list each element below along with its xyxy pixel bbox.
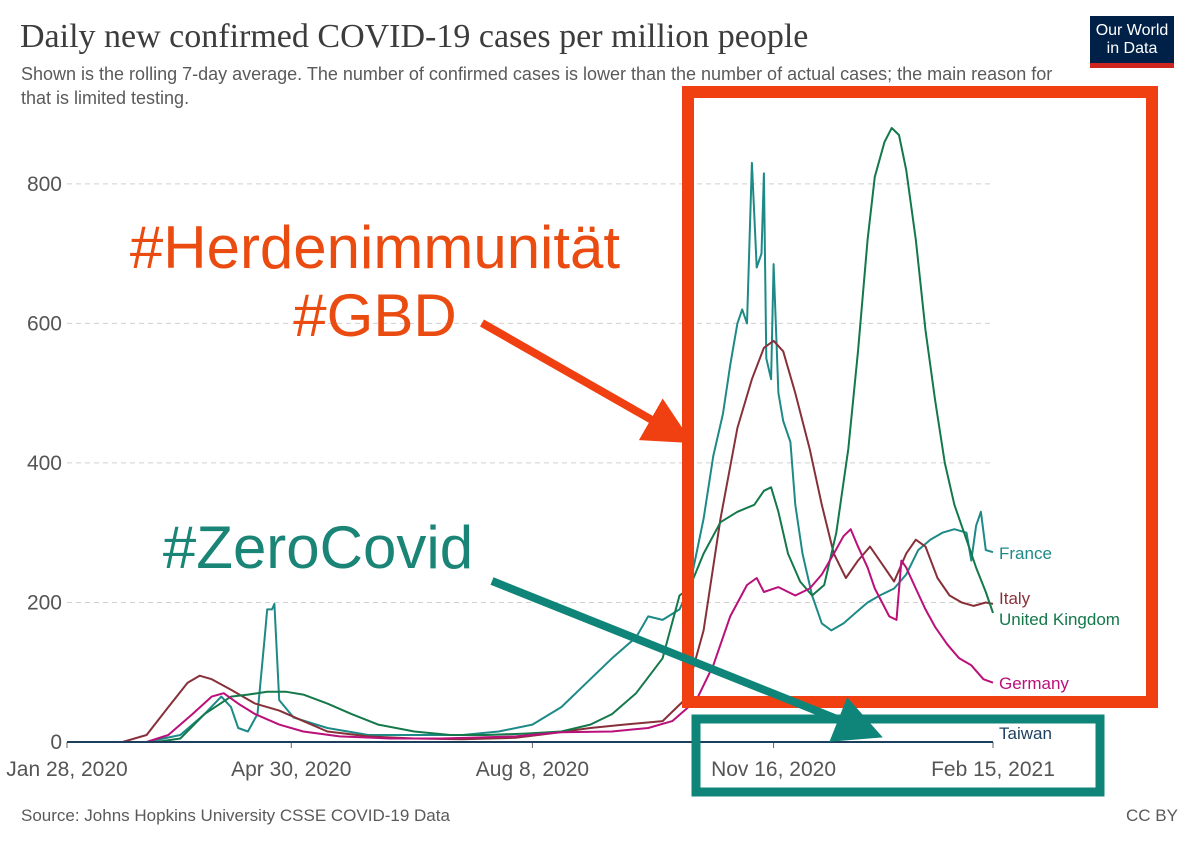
y-tick-label: 400 <box>27 452 62 475</box>
series-line-france[interactable] <box>67 161 994 743</box>
series-label-united-kingdom[interactable]: United Kingdom <box>999 610 1120 629</box>
chart-subtitle: Shown is the rolling 7-day average. The … <box>21 64 1053 108</box>
logo-line-2: in Data <box>1106 40 1158 57</box>
x-tick-label: Jan 28, 2020 <box>6 758 127 781</box>
herd-immunity-hashtag: #Herdenimmunität <box>130 214 621 281</box>
zerocovid-hashtag: #ZeroCovid <box>163 514 473 581</box>
license-note[interactable]: CC BY <box>1126 806 1178 825</box>
logo-line-1: Our World <box>1095 22 1169 39</box>
herd-immunity-highlight-box <box>682 86 1158 708</box>
zerocovid-highlight-box <box>691 714 1105 797</box>
series-label-italy[interactable]: Italy <box>999 589 1031 608</box>
series-line-italy[interactable] <box>67 339 994 743</box>
series-line-germany[interactable] <box>67 528 994 743</box>
y-tick-label: 600 <box>27 312 62 335</box>
y-tick-label: 200 <box>27 591 62 614</box>
gbd-hashtag: #GBD <box>293 282 456 349</box>
series-label-germany[interactable]: Germany <box>999 674 1069 693</box>
logo-accent-bar <box>1090 63 1174 68</box>
herd-immunity-arrow <box>480 319 693 444</box>
owid-logo[interactable]: Our World in Data <box>1090 16 1174 68</box>
x-tick-label: Feb 15, 2021 <box>931 758 1055 781</box>
x-tick-label: Apr 30, 2020 <box>231 758 351 781</box>
y-tick-label: 0 <box>50 731 62 754</box>
series-line-united-kingdom[interactable] <box>67 127 994 743</box>
series-label-taiwan[interactable]: Taiwan <box>999 724 1052 743</box>
chart-title: Daily new confirmed COVID-19 cases per m… <box>20 18 809 55</box>
x-tick-label: Nov 16, 2020 <box>711 758 836 781</box>
series-label-france[interactable]: France <box>999 544 1052 563</box>
y-tick-label: 800 <box>27 173 62 196</box>
source-note[interactable]: Source: Johns Hopkins University CSSE CO… <box>21 806 450 825</box>
x-tick-label: Aug 8, 2020 <box>476 758 589 781</box>
zerocovid-arrow <box>490 577 883 742</box>
